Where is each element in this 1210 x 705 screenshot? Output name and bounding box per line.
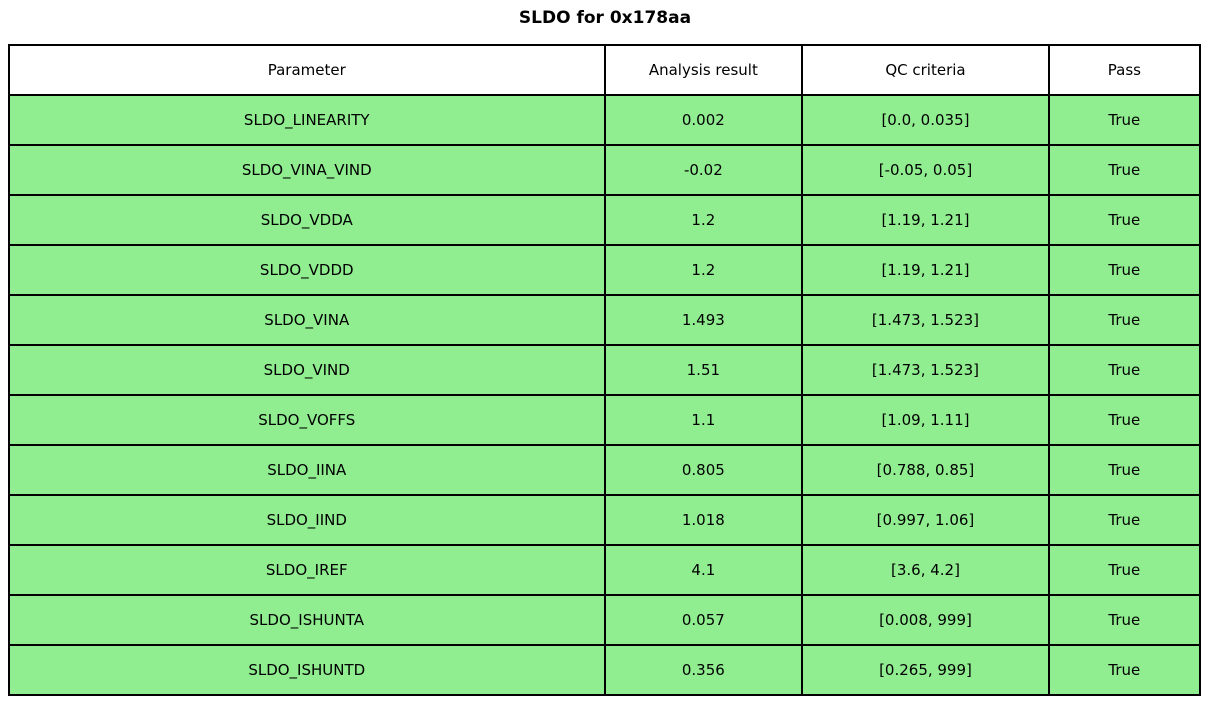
cell-pass-status: True bbox=[1047, 344, 1202, 396]
cell-pass-status: True bbox=[1047, 444, 1202, 496]
cell-parameter: SLDO_VDDA bbox=[8, 194, 606, 246]
header-row: Parameter Analysis result QC criteria Pa… bbox=[8, 44, 1202, 96]
cell-qc-criteria: [1.473, 1.523] bbox=[801, 294, 1050, 346]
cell-analysis-result: 0.057 bbox=[603, 594, 804, 646]
cell-qc-criteria: [0.008, 999] bbox=[801, 594, 1050, 646]
cell-analysis-result: 0.002 bbox=[603, 94, 804, 146]
cell-analysis-result: 1.51 bbox=[603, 344, 804, 396]
cell-parameter: SLDO_IREF bbox=[8, 544, 606, 596]
cell-analysis-result: 1.1 bbox=[603, 394, 804, 446]
cell-qc-criteria: [1.19, 1.21] bbox=[801, 194, 1050, 246]
table-row: SLDO_VIND 1.51 [1.473, 1.523] True bbox=[8, 344, 1202, 396]
table-row: SLDO_VINA_VIND -0.02 [-0.05, 0.05] True bbox=[8, 144, 1202, 196]
cell-qc-criteria: [1.19, 1.21] bbox=[801, 244, 1050, 296]
cell-analysis-result: 0.356 bbox=[603, 644, 804, 696]
cell-qc-criteria: [0.997, 1.06] bbox=[801, 494, 1050, 546]
table-row: SLDO_IIND 1.018 [0.997, 1.06] True bbox=[8, 494, 1202, 546]
cell-pass-status: True bbox=[1047, 544, 1202, 596]
cell-parameter: SLDO_ISHUNTA bbox=[8, 594, 606, 646]
table-row: SLDO_IINA 0.805 [0.788, 0.85] True bbox=[8, 444, 1202, 496]
cell-parameter: SLDO_ISHUNTD bbox=[8, 644, 606, 696]
cell-pass-status: True bbox=[1047, 144, 1202, 196]
cell-pass-status: True bbox=[1047, 294, 1202, 346]
cell-pass-status: True bbox=[1047, 244, 1202, 296]
qc-table: Parameter Analysis result QC criteria Pa… bbox=[8, 44, 1202, 696]
table-body: SLDO_LINEARITY 0.002 [0.0, 0.035] True S… bbox=[8, 94, 1202, 696]
cell-parameter: SLDO_VOFFS bbox=[8, 394, 606, 446]
cell-analysis-result: -0.02 bbox=[603, 144, 804, 196]
cell-analysis-result: 4.1 bbox=[603, 544, 804, 596]
cell-pass-status: True bbox=[1047, 594, 1202, 646]
cell-pass-status: True bbox=[1047, 494, 1202, 546]
cell-parameter: SLDO_VDDD bbox=[8, 244, 606, 296]
cell-pass-status: True bbox=[1047, 394, 1202, 446]
cell-pass-status: True bbox=[1047, 194, 1202, 246]
table-row: SLDO_LINEARITY 0.002 [0.0, 0.035] True bbox=[8, 94, 1202, 146]
cell-analysis-result: 1.493 bbox=[603, 294, 804, 346]
table-row: SLDO_ISHUNTD 0.356 [0.265, 999] True bbox=[8, 644, 1202, 696]
table-row: SLDO_IREF 4.1 [3.6, 4.2] True bbox=[8, 544, 1202, 596]
column-header-analysis-result: Analysis result bbox=[603, 44, 804, 96]
page-title: SLDO for 0x178aa bbox=[518, 8, 692, 28]
table-row: SLDO_VDDA 1.2 [1.19, 1.21] True bbox=[8, 194, 1202, 246]
cell-parameter: SLDO_LINEARITY bbox=[8, 94, 606, 146]
table-header: Parameter Analysis result QC criteria Pa… bbox=[8, 44, 1202, 96]
column-header-parameter: Parameter bbox=[8, 44, 606, 96]
column-header-qc-criteria: QC criteria bbox=[801, 44, 1050, 96]
cell-qc-criteria: [3.6, 4.2] bbox=[801, 544, 1050, 596]
cell-qc-criteria: [0.788, 0.85] bbox=[801, 444, 1050, 496]
cell-qc-criteria: [-0.05, 0.05] bbox=[801, 144, 1050, 196]
cell-qc-criteria: [1.09, 1.11] bbox=[801, 394, 1050, 446]
cell-analysis-result: 1.018 bbox=[603, 494, 804, 546]
cell-parameter: SLDO_VIND bbox=[8, 344, 606, 396]
cell-qc-criteria: [1.473, 1.523] bbox=[801, 344, 1050, 396]
cell-parameter: SLDO_IIND bbox=[8, 494, 606, 546]
table-row: SLDO_VOFFS 1.1 [1.09, 1.11] True bbox=[8, 394, 1202, 446]
cell-pass-status: True bbox=[1047, 94, 1202, 146]
cell-parameter: SLDO_IINA bbox=[8, 444, 606, 496]
cell-qc-criteria: [0.0, 0.035] bbox=[801, 94, 1050, 146]
cell-parameter: SLDO_VINA bbox=[8, 294, 606, 346]
table-row: SLDO_VINA 1.493 [1.473, 1.523] True bbox=[8, 294, 1202, 346]
cell-pass-status: True bbox=[1047, 644, 1202, 696]
cell-analysis-result: 0.805 bbox=[603, 444, 804, 496]
table-row: SLDO_VDDD 1.2 [1.19, 1.21] True bbox=[8, 244, 1202, 296]
cell-analysis-result: 1.2 bbox=[603, 194, 804, 246]
cell-qc-criteria: [0.265, 999] bbox=[801, 644, 1050, 696]
cell-analysis-result: 1.2 bbox=[603, 244, 804, 296]
table-row: SLDO_ISHUNTA 0.057 [0.008, 999] True bbox=[8, 594, 1202, 646]
cell-parameter: SLDO_VINA_VIND bbox=[8, 144, 606, 196]
column-header-pass: Pass bbox=[1047, 44, 1202, 96]
